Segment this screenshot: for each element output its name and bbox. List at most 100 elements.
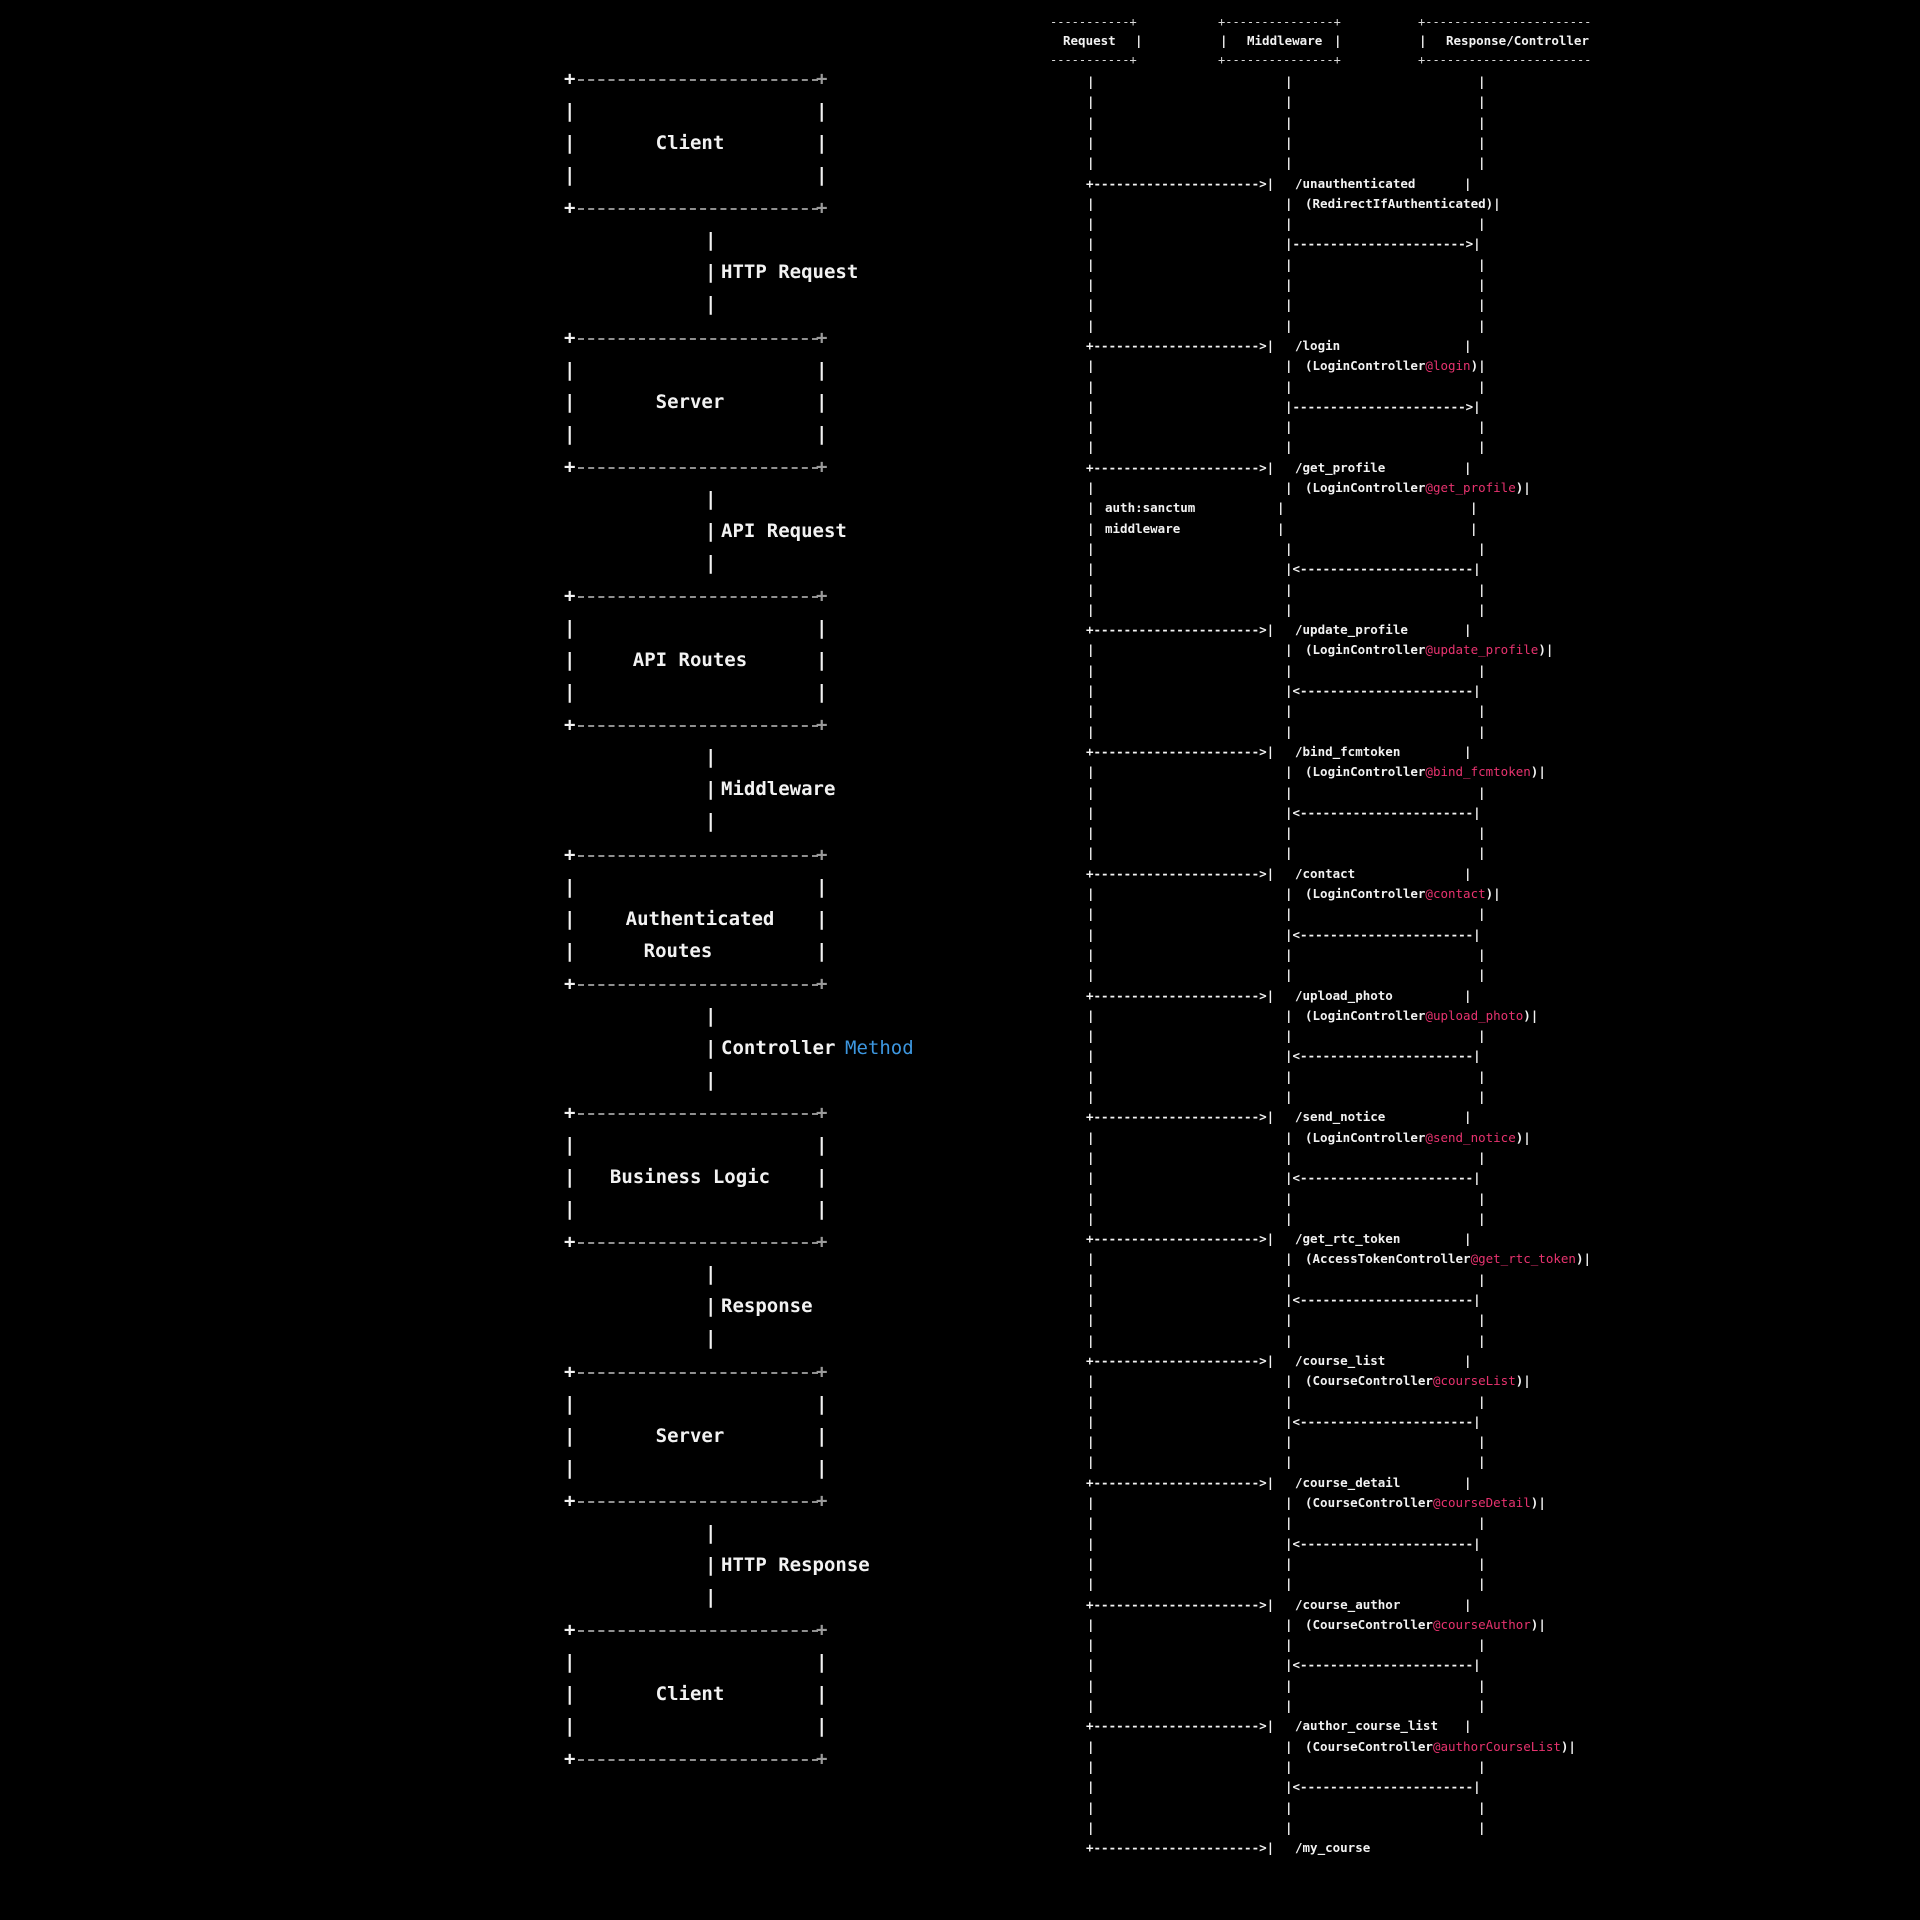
box-corner: + [564,714,576,736]
box-corner: + [564,1489,576,1512]
lifeline-response: | [1478,1068,1486,1084]
box-side: | [564,875,576,898]
box-corner: + [816,1619,828,1641]
controller-method: @courseList [1432,1373,1516,1389]
lifeline-response: | [1478,1312,1486,1328]
route-path: /bind_fcmtoken [1295,743,1401,759]
lifeline-request: | [1087,297,1095,313]
lifeline-response: | [1478,1576,1486,1592]
controller-name: LoginController [1312,886,1426,901]
lifeline-response: | [1478,1089,1486,1104]
box-side: | [564,1134,576,1156]
lifeline-request: | [1087,1535,1095,1551]
box-side: | [816,1683,828,1705]
lifeline-request: | [1087,1170,1095,1186]
box-side: | [564,1198,576,1220]
connector-bar: | [705,1553,717,1576]
controller-name: LoginController [1312,1129,1426,1145]
lifeline-request: | [1087,1758,1095,1774]
lifeline-request: | [1087,1657,1095,1673]
lifeline-request: | [1087,1251,1095,1267]
lifeline-middleware: | [1285,419,1293,435]
lifeline-middleware: | [1285,946,1293,962]
box-side: | [816,681,828,703]
call-arrow: +---------------------->| [1086,622,1275,638]
lifeline-middleware: | [1285,1373,1293,1389]
connector-label: HTTP Response [721,1553,870,1576]
lifeline-middleware: | [1285,74,1293,89]
call-arrow: +---------------------->| [1086,175,1275,191]
lifeline-middleware: | [1285,784,1293,800]
lifeline-request: | [1087,683,1095,698]
box-label: API Routes [632,649,748,671]
lifeline-response: | [1530,1007,1539,1023]
lifeline-request: | [1087,1190,1095,1206]
lifeline-middleware: | [1285,1515,1293,1531]
call-arrow: +---------------------->| [1086,987,1275,1003]
paren: ) [1530,1616,1539,1632]
connector-label: API Request [721,519,847,542]
lifeline-request: | [1087,520,1095,536]
box-corner: + [564,1231,576,1253]
connector-highlight-wrap: Method [845,1037,914,1059]
paren: ( [1305,1738,1313,1754]
lifeline-middleware: | [1285,1799,1293,1815]
lifeline-middleware: | [1285,642,1293,658]
lifeline-request: | [1087,1677,1095,1693]
lifeline-middleware: | [1285,1393,1293,1409]
lifeline-request: | [1087,1271,1095,1287]
lifeline-middleware: | [1285,764,1293,780]
lifeline-response: | [1478,1454,1486,1470]
lifeline-response: | [1478,1799,1486,1815]
lifeline-response: | [1493,886,1501,901]
lifeline-response: | [1464,622,1472,638]
box-border-top [578,1371,818,1374]
lifeline-middleware: | [1285,906,1293,922]
route-controller: (CourseController@courseDetail)| [1305,1495,1546,1510]
lifeline-response: | [1478,1758,1486,1774]
lifeline-response: | [1478,1434,1486,1450]
box-side: | [816,1456,828,1479]
lifeline-middleware: | [1285,1555,1293,1571]
lifeline-response: | [1538,1616,1546,1632]
route-controller: (CourseController@courseList)| [1305,1373,1531,1388]
lifeline-middleware: | [1285,1576,1293,1592]
lifeline-request: | [1087,317,1095,333]
box-side: | [816,649,828,671]
lifeline-request: | [1087,703,1095,719]
box-side: | [564,1715,576,1737]
lifeline-middleware: | [1285,256,1293,272]
lifeline-middleware: | [1285,1332,1293,1348]
reply-arrow: |<-----------------------| [1285,926,1481,942]
controller-name: LoginController [1312,642,1426,658]
box-corner: + [564,197,576,219]
box-corner: + [816,1231,828,1253]
lifeline-request: | [1087,114,1095,130]
lifeline-request: | [1087,74,1095,89]
box-border-top [578,1630,818,1632]
controller-name: CourseController [1312,1495,1433,1510]
route-path: /login [1295,337,1341,353]
box-side: | [816,939,828,962]
lifeline-middleware: | [1285,1028,1293,1044]
box-label-line1: Authenticated [625,907,775,930]
box-border-bottom [578,983,818,986]
route-controller: (RedirectIfAuthenticated)| [1305,196,1501,211]
paren: ) [1538,642,1546,658]
reply-arrow: |<-----------------------| [1285,1657,1481,1673]
connector-bar: | [705,1585,717,1608]
lifeline-middleware: | [1285,1819,1293,1835]
box-label: Business Logic [609,1166,771,1188]
lifeline-middleware: | [1285,1068,1293,1084]
connector-bar: | [705,1521,717,1544]
lifeline-request: | [1087,1149,1095,1165]
reply-arrow: |<-----------------------| [1285,1413,1481,1429]
lifeline-middleware: | [1285,195,1293,211]
paren: ( [1305,195,1313,211]
middleware-note: middleware [1105,520,1181,536]
route-path: /upload_photo [1295,987,1393,1003]
lifeline-response: | [1478,825,1486,841]
controller-method: @contact [1425,886,1486,901]
lifeline-response: | [1545,642,1554,658]
